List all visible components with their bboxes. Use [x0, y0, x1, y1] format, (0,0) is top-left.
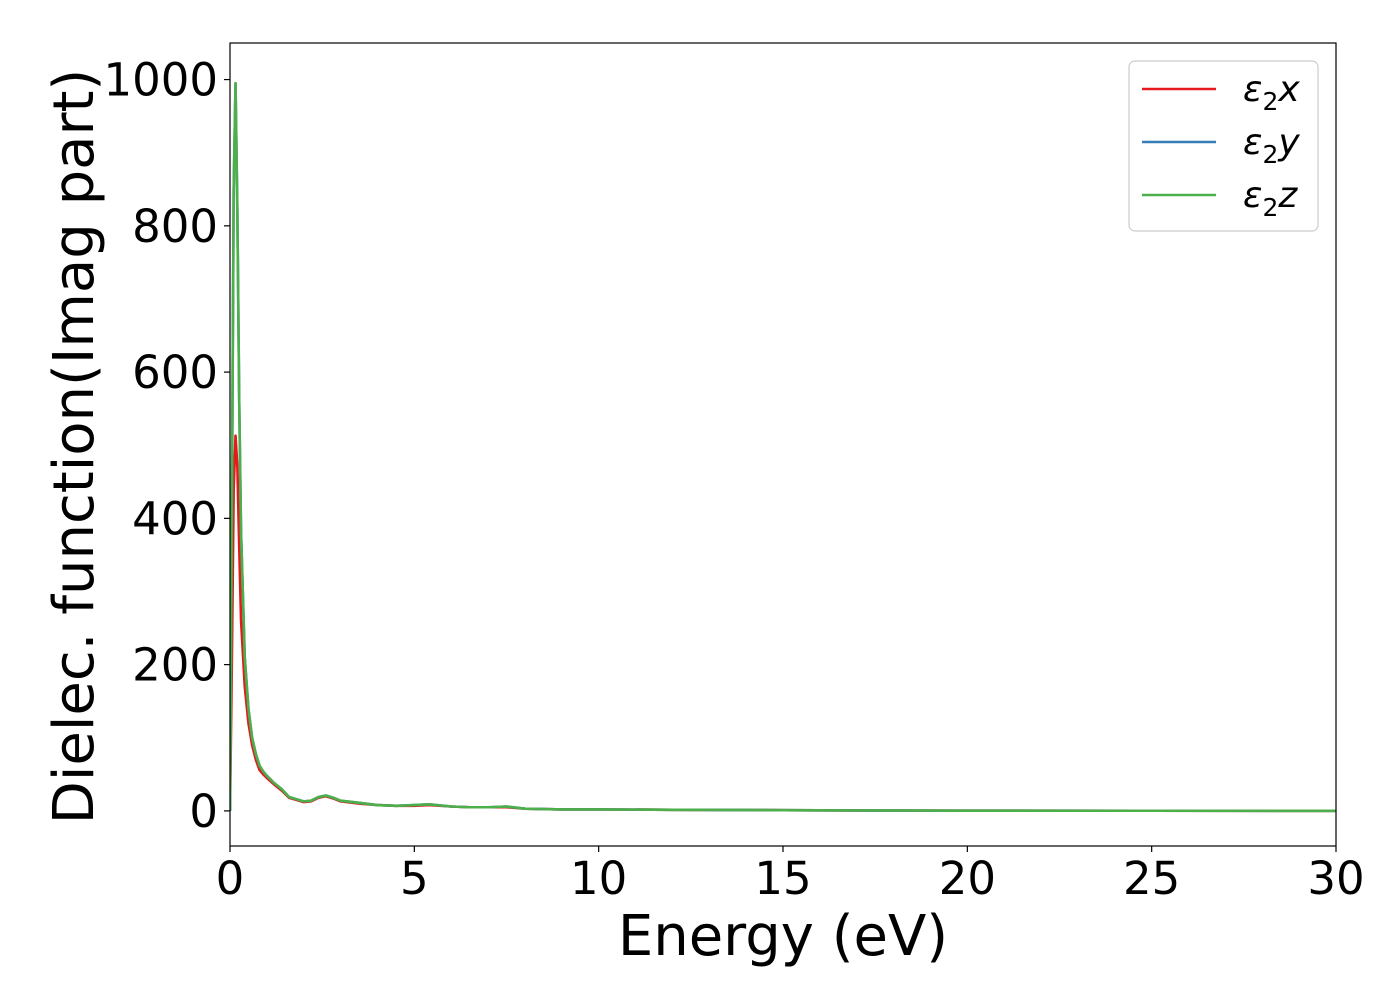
- y-tick-label: 400: [132, 492, 218, 545]
- x-tick-label: 0: [216, 852, 245, 905]
- y-tick-label: 600: [132, 346, 218, 399]
- x-tick-label: 10: [570, 852, 627, 905]
- y-tick-label: 0: [189, 785, 218, 838]
- x-tick-label: 5: [400, 852, 429, 905]
- legend-box: [1128, 60, 1319, 232]
- legend: ε2x ε2y ε2z: [1128, 60, 1319, 232]
- ticks-layer: 0 5 10 15 20 25 30 0 200 400 600 800 1000: [103, 54, 1364, 905]
- y-tick-label: 800: [132, 200, 218, 253]
- x-tick-label: 30: [1307, 852, 1364, 905]
- series-line-x: [230, 434, 1336, 813]
- y-tick-label: 1000: [103, 54, 218, 107]
- series-layer: [230, 81, 1336, 813]
- series-line-z: [230, 81, 1336, 813]
- x-axis-title: Energy (eV): [618, 904, 948, 969]
- x-tick-label: 20: [939, 852, 996, 905]
- legend-label-y: ε2y: [1243, 122, 1300, 169]
- y-axis-title: Dielec. function(Imag part): [42, 69, 107, 825]
- legend-label-x: ε2x: [1243, 69, 1300, 116]
- legend-label-z: ε2z: [1243, 175, 1298, 222]
- y-tick-label: 200: [132, 639, 218, 692]
- x-tick-label: 25: [1123, 852, 1180, 905]
- x-tick-label: 15: [754, 852, 811, 905]
